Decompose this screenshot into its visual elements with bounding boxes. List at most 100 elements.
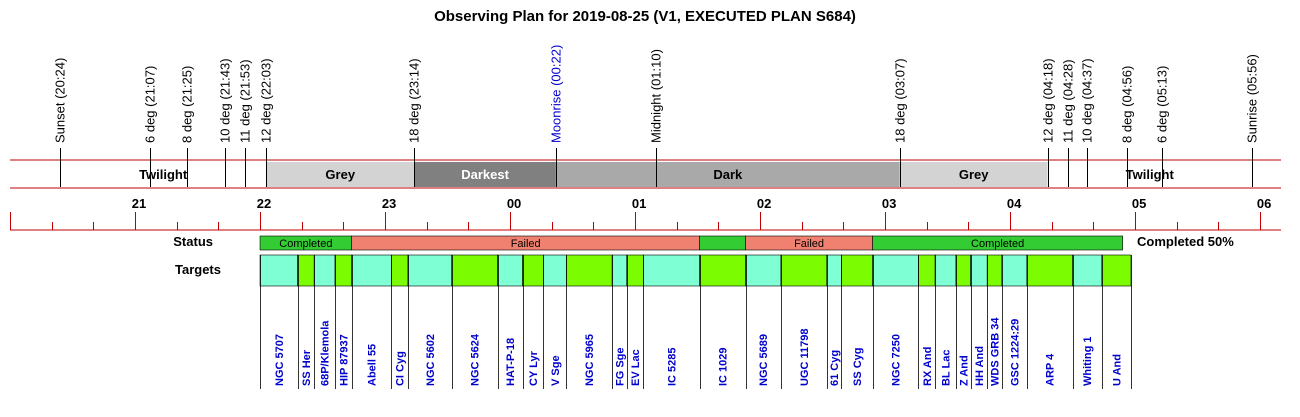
target-name: WDS GRB 34 <box>990 317 1002 386</box>
event-label: Sunset (20:24) <box>53 58 68 143</box>
target-block <box>334 254 353 287</box>
target-block <box>841 254 873 287</box>
event-label: 10 deg (21:43) <box>218 58 233 143</box>
sky-period <box>10 162 61 187</box>
sky-period <box>899 162 1048 187</box>
target-block <box>407 254 453 287</box>
target-block <box>259 254 298 287</box>
target-block <box>918 254 936 287</box>
target-block <box>1101 254 1132 287</box>
target-name: NGC 5689 <box>758 334 770 386</box>
target-block <box>826 254 842 287</box>
target-name: CI Cyg <box>395 351 407 386</box>
event-label: 11 deg (21:53) <box>238 59 253 143</box>
target-name: ARP 4 <box>1045 353 1057 386</box>
hour-tick-label: 03 <box>882 196 896 211</box>
event-label: 8 deg (04:56) <box>1120 66 1135 143</box>
event-label: Moonrise (00:22) <box>549 45 564 143</box>
sky-period <box>555 162 900 187</box>
target-name: V Sge <box>550 355 562 386</box>
status-row-label: Status <box>173 234 213 249</box>
target-name: CY Lyr <box>528 350 540 386</box>
target-name: IC 1029 <box>718 347 730 386</box>
target-name: NGC 5965 <box>584 334 596 386</box>
target-block <box>390 254 409 287</box>
event-label: 8 deg (21:25) <box>180 66 195 143</box>
status-segment <box>872 235 1123 251</box>
status-segment-label: Failed <box>794 238 824 250</box>
event-label: 6 deg (05:13) <box>1155 66 1170 143</box>
target-block <box>872 254 919 287</box>
sky-period <box>1251 162 1281 187</box>
sky-period <box>60 162 267 187</box>
event-label: 10 deg (04:37) <box>1080 58 1095 143</box>
time-axis: 21 22 23 00 01 02 03 04 05 06 <box>10 196 1281 231</box>
target-block <box>451 254 498 287</box>
target-name: NGC 5624 <box>470 333 482 386</box>
target-block <box>986 254 1003 287</box>
target-name: FG Sge <box>614 347 626 386</box>
target-block <box>970 254 988 287</box>
event-label: 6 deg (21:07) <box>143 66 158 143</box>
sky-period-label: Twilight <box>1126 167 1175 182</box>
completion-summary: Completed 50% <box>1137 234 1234 249</box>
target-name: SS Her <box>301 349 313 386</box>
target-block <box>566 254 613 287</box>
target-name: HIP 87937 <box>338 334 350 386</box>
hour-tick-label: 05 <box>1132 196 1146 211</box>
target-block <box>1026 254 1073 287</box>
sky-period-label: Twilight <box>139 167 188 182</box>
target-block <box>745 254 782 287</box>
target-block <box>643 254 700 287</box>
target-name: GSC 1224:29 <box>1009 319 1021 386</box>
target-name: NGC 5602 <box>425 334 437 386</box>
target-block <box>955 254 971 287</box>
sky-period-bar: Twilight Grey Darkest Dark Grey Twilight <box>10 159 1281 189</box>
event-label: 11 deg (04:28) <box>1061 59 1076 143</box>
target-name: Abell 55 <box>367 344 379 386</box>
chart-title: Observing Plan for 2019-08-25 (V1, EXECU… <box>434 8 856 25</box>
sky-period <box>414 162 556 187</box>
target-name: HH And <box>974 346 986 386</box>
target-name: 61 Cyg <box>829 350 841 386</box>
sky-period <box>266 162 415 187</box>
sky-period-label: Dark <box>713 167 743 182</box>
target-name: Z And <box>958 355 970 386</box>
status-row: Status Completed Failed Failed Completed Comp… <box>173 234 1234 251</box>
target-name: EV Lac <box>630 349 642 386</box>
event-label: 18 deg (03:07) <box>893 58 908 143</box>
status-segment <box>699 235 746 251</box>
event-label: Sunrise (05:56) <box>1245 54 1260 143</box>
target-name: Whiting 1 <box>1082 337 1094 387</box>
event-label: 12 deg (04:18) <box>1041 58 1056 143</box>
target-name: UGC 11798 <box>799 329 811 386</box>
target-name: SS Cyg <box>852 347 864 386</box>
target-name: RX And <box>922 347 934 386</box>
hour-tick-label: 00 <box>507 196 521 211</box>
sky-period <box>1047 162 1252 187</box>
event-markers: Sunset (20:24) 6 deg (21:07) 8 deg (21:25)… <box>53 45 1260 187</box>
hour-tick-label: 04 <box>1007 196 1022 211</box>
target-block <box>934 254 957 287</box>
target-name: NGC 7250 <box>891 334 903 386</box>
sky-period-label: Darkest <box>461 167 509 182</box>
targets-row: Targets NGC 5707 SS Her 68P/Klemola HIP 8793… <box>175 254 1132 389</box>
status-segment-label: Completed <box>279 238 332 250</box>
target-block <box>626 254 644 287</box>
hour-tick-label: 01 <box>632 196 646 211</box>
target-block <box>522 254 544 287</box>
event-label: Midnight (01:10) <box>649 49 664 143</box>
targets-row-label: Targets <box>175 262 221 277</box>
hour-tick-label: 23 <box>382 196 396 211</box>
sky-period-label: Grey <box>959 167 989 182</box>
target-name: NGC 5707 <box>274 334 286 386</box>
target-block <box>780 254 828 287</box>
hour-tick-label: 06 <box>1257 196 1271 211</box>
target-block <box>351 254 392 287</box>
target-block <box>313 254 336 287</box>
target-block <box>611 254 628 287</box>
sky-period-label: Grey <box>325 167 355 182</box>
target-block <box>543 254 567 287</box>
event-label: 18 deg (23:14) <box>407 58 422 143</box>
